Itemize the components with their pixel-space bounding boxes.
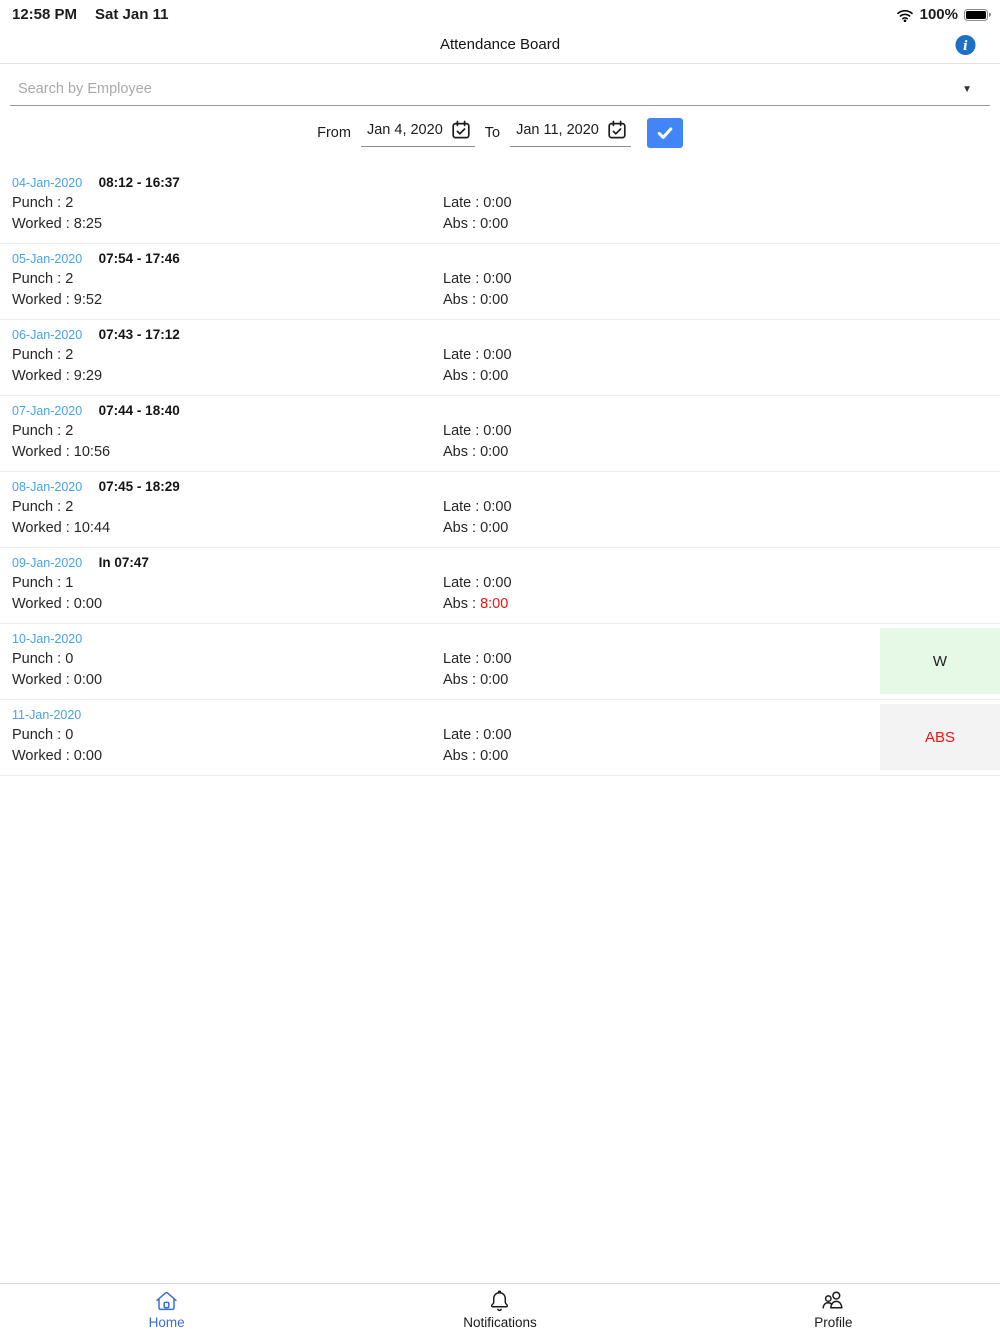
attendance-row[interactable]: 06-Jan-2020 07:43 - 17:12 Punch : 2 Work… (0, 320, 1000, 396)
late-hours: Late : 0:00 (443, 651, 512, 667)
row-time-range: 07:43 - 17:12 (98, 327, 180, 342)
attendance-row[interactable]: 07-Jan-2020 07:44 - 18:40 Punch : 2 Work… (0, 396, 1000, 472)
worked-hours: Worked : 9:52 (12, 292, 103, 308)
row-date: 11-Jan-2020 (12, 708, 82, 722)
attendance-row[interactable]: 04-Jan-2020 08:12 - 16:37 Punch : 2 Work… (0, 168, 1000, 244)
late-hours: Late : 0:00 (443, 195, 512, 211)
attendance-list: 04-Jan-2020 08:12 - 16:37 Punch : 2 Work… (0, 168, 1000, 776)
row-date: 07-Jan-2020 (12, 404, 83, 418)
apply-filter-button[interactable] (646, 118, 683, 148)
attendance-row[interactable]: 08-Jan-2020 07:45 - 18:29 Punch : 2 Work… (0, 472, 1000, 548)
search-input[interactable] (18, 81, 963, 97)
abs-hours: Abs : 0:00 (443, 292, 509, 308)
to-date-field[interactable]: Jan 11, 2020 (510, 119, 631, 147)
attendance-row[interactable]: 05-Jan-2020 07:54 - 17:46 Punch : 2 Work… (0, 244, 1000, 320)
row-date: 08-Jan-2020 (12, 480, 83, 494)
row-time-range: 07:45 - 18:29 (98, 479, 180, 494)
late-hours: Late : 0:00 (443, 727, 512, 743)
punch-count: Punch : 1 (12, 575, 74, 591)
people-icon (822, 1291, 843, 1309)
tab-profile-label: Profile (814, 1315, 853, 1330)
punch-count: Punch : 2 (12, 271, 74, 287)
row-date: 04-Jan-2020 (12, 176, 83, 190)
late-hours: Late : 0:00 (443, 271, 512, 287)
late-hours: Late : 0:00 (443, 423, 512, 439)
tab-bar: Home Notifications Profile (0, 1283, 1000, 1334)
row-date: 10-Jan-2020 (12, 632, 83, 646)
punch-count: Punch : 0 (12, 727, 74, 743)
worked-hours: Worked : 0:00 (12, 748, 103, 764)
late-hours: Late : 0:00 (443, 575, 512, 591)
worked-hours: Worked : 8:25 (12, 216, 103, 232)
punch-count: Punch : 2 (12, 423, 74, 439)
bell-icon (491, 1290, 509, 1312)
nav-bar: Attendance Board i (0, 26, 1000, 64)
punch-count: Punch : 2 (12, 499, 74, 515)
status-badge-weekend: W (880, 628, 1000, 694)
worked-hours: Worked : 0:00 (12, 672, 103, 688)
punch-count: Punch : 2 (12, 347, 74, 363)
from-date-field[interactable]: Jan 4, 2020 (360, 119, 475, 147)
status-date: Sat Jan 11 (95, 6, 169, 23)
row-time-range: In 07:47 (98, 555, 149, 570)
to-label: To (484, 125, 501, 141)
to-date-value: Jan 11, 2020 (516, 122, 599, 138)
row-time-range: 07:54 - 17:46 (98, 251, 180, 266)
worked-hours: Worked : 10:44 (12, 520, 111, 536)
info-button[interactable]: i (955, 34, 976, 55)
from-date-value: Jan 4, 2020 (366, 122, 443, 138)
abs-hours: Abs : 0:00 (443, 748, 509, 764)
attendance-row[interactable]: 11-Jan-2020 Punch : 0 Worked : 0:00 Late… (0, 700, 1000, 776)
info-icon: i (955, 34, 976, 55)
attendance-row[interactable]: 10-Jan-2020 Punch : 0 Worked : 0:00 Late… (0, 624, 1000, 700)
worked-hours: Worked : 9:29 (12, 368, 103, 384)
date-filter: From Jan 4, 2020 To Jan 11, 2020 (0, 118, 1000, 148)
abs-hours: Abs : 8:00 (443, 596, 509, 612)
calendar-icon[interactable] (451, 120, 471, 140)
checkmark-icon (657, 127, 673, 139)
punch-count: Punch : 2 (12, 195, 74, 211)
home-icon (156, 1291, 177, 1311)
late-hours: Late : 0:00 (443, 499, 512, 515)
worked-hours: Worked : 0:00 (12, 596, 103, 612)
status-time: 12:58 PM (12, 6, 78, 23)
tab-notifications-label: Notifications (463, 1315, 537, 1330)
page-title: Attendance Board (439, 36, 561, 53)
abs-hours: Abs : 0:00 (443, 216, 509, 232)
abs-hours: Abs : 0:00 (443, 368, 509, 384)
svg-text:i: i (963, 38, 968, 53)
abs-hours: Abs : 0:00 (443, 520, 509, 536)
row-time-range: 08:12 - 16:37 (98, 175, 180, 190)
late-hours: Late : 0:00 (443, 347, 512, 363)
worked-hours: Worked : 10:56 (12, 444, 111, 460)
tab-notifications[interactable]: Notifications (333, 1284, 666, 1334)
row-time-range: 07:44 - 18:40 (98, 403, 180, 418)
row-date: 06-Jan-2020 (12, 328, 83, 342)
punch-count: Punch : 0 (12, 651, 74, 667)
row-date: 05-Jan-2020 (12, 252, 83, 266)
row-date: 09-Jan-2020 (12, 556, 83, 570)
search-bar: ▼ (10, 70, 990, 106)
tab-home[interactable]: Home (0, 1284, 333, 1334)
tab-profile[interactable]: Profile (667, 1284, 1000, 1334)
calendar-icon[interactable] (607, 120, 627, 140)
battery-icon (964, 8, 988, 21)
status-bar: 12:58 PM Sat Jan 11 100% (0, 0, 1000, 26)
from-label: From (317, 125, 351, 141)
abs-alert-value: 8:00 (480, 596, 509, 612)
battery-percent: 100% (919, 6, 958, 23)
wifi-icon (896, 8, 914, 22)
tab-home-label: Home (148, 1315, 185, 1330)
dropdown-arrow-icon[interactable]: ▼ (962, 84, 972, 95)
attendance-row[interactable]: 09-Jan-2020 In 07:47 Punch : 1 Worked : … (0, 548, 1000, 624)
status-badge-absent: ABS (880, 704, 1000, 770)
abs-hours: Abs : 0:00 (443, 444, 509, 460)
abs-hours: Abs : 0:00 (443, 672, 509, 688)
